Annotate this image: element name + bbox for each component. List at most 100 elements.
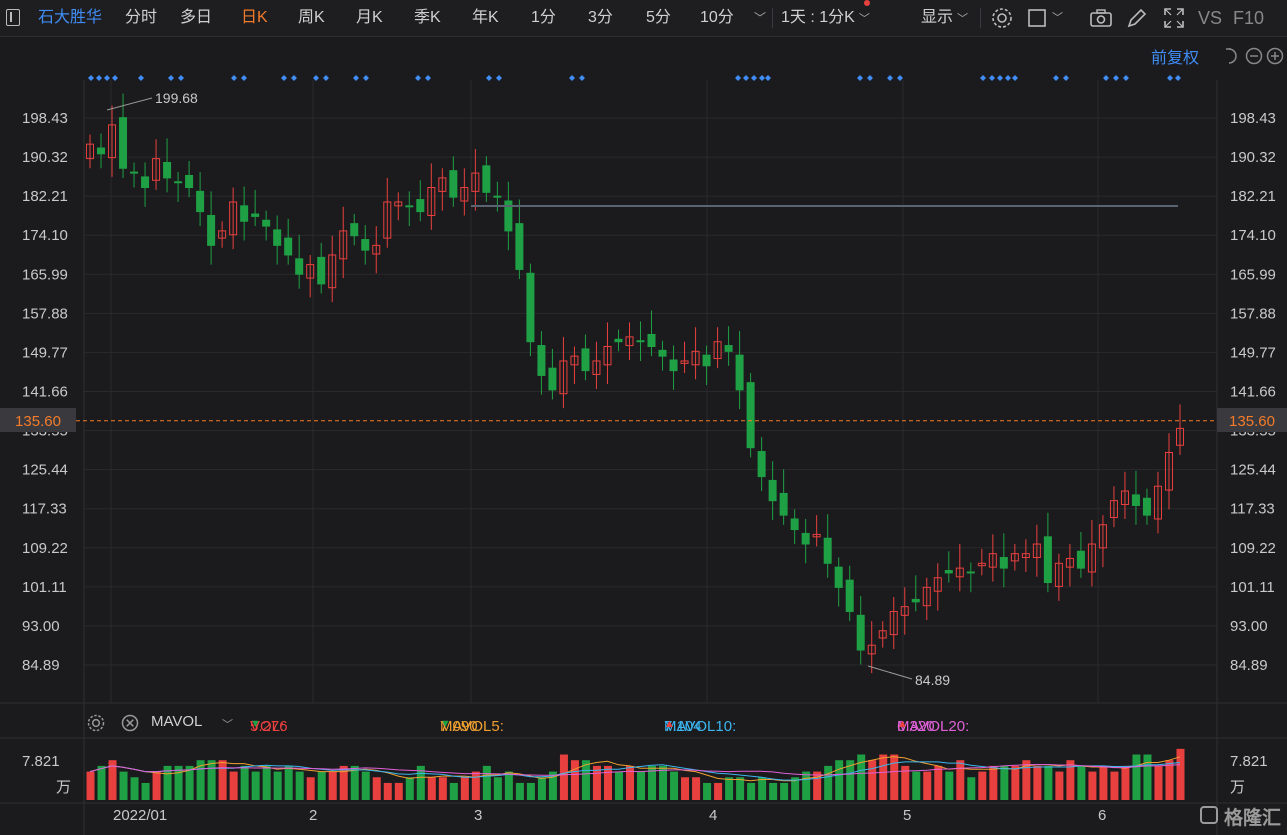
volume-bar — [482, 765, 491, 800]
volume-bar — [978, 771, 987, 800]
stock-name[interactable]: 石大胜华 — [38, 9, 103, 26]
tab-5min[interactable]: 5分 — [646, 9, 671, 26]
volume-bar — [780, 782, 789, 800]
candle-body — [779, 492, 788, 516]
close-icon[interactable] — [120, 713, 140, 733]
candle-body — [592, 360, 601, 375]
tab-yearly-k[interactable]: 年K — [472, 9, 499, 26]
current-price-right: 135.60 — [1229, 413, 1275, 430]
tab-weekly-k[interactable]: 周K — [298, 9, 325, 26]
candle-body — [328, 254, 337, 289]
candle-body — [636, 340, 645, 343]
volume-bar — [1110, 771, 1119, 800]
volume-bar — [956, 760, 965, 800]
kline-chart[interactable]: 198.43 190.32 182.21 174.10 165.99 157.88 149.… — [0, 38, 1287, 835]
price-tick-right: 101.11 — [1230, 579, 1275, 596]
square-icon[interactable] — [1026, 6, 1050, 30]
price-tick-right: 84.89 — [1230, 657, 1268, 674]
vs-button[interactable]: VS — [1198, 8, 1223, 28]
candle-body — [647, 333, 656, 348]
event-marker-diamond-icon — [415, 75, 421, 81]
more-periods-chevron-icon[interactable]: ﹀ — [754, 11, 767, 25]
volume-bar — [989, 765, 998, 800]
fullscreen-icon[interactable] — [1162, 6, 1186, 30]
tab-1min[interactable]: 1分 — [531, 9, 556, 26]
tab-10min[interactable]: 10分 — [700, 9, 734, 26]
price-tick-right: 117.33 — [1230, 501, 1275, 518]
volume-bar — [1165, 760, 1174, 800]
price-adjust-button[interactable]: 前复权 — [1151, 50, 1200, 67]
indicator-select-label[interactable]: MAVOL — [151, 713, 203, 730]
volume-bar — [394, 782, 403, 800]
camera-icon[interactable] — [1089, 6, 1113, 30]
tab-monthly-k[interactable]: 月K — [356, 9, 383, 26]
gear-icon[interactable] — [86, 713, 106, 733]
volume-bar — [703, 782, 712, 800]
event-marker-diamond-icon — [88, 75, 94, 81]
volume-bar — [1033, 765, 1042, 800]
event-marker-diamond-icon — [989, 75, 995, 81]
volume-bar — [339, 765, 348, 800]
candle-body — [537, 345, 546, 376]
chevron-down-icon[interactable]: ﹀ — [1052, 12, 1063, 24]
volume-bar — [890, 754, 899, 800]
candle-body — [372, 244, 381, 255]
event-marker-diamond-icon — [1053, 75, 1059, 81]
candle-body — [152, 158, 161, 181]
volume-bar — [515, 782, 524, 800]
event-marker-diamond-icon — [363, 75, 369, 81]
price-tick-left: 165.99 — [22, 266, 68, 283]
candle-body — [306, 264, 315, 279]
pencil-icon[interactable] — [1125, 6, 1149, 30]
zoom-out-icon[interactable] — [1245, 47, 1263, 65]
volume-bar — [97, 765, 106, 800]
candle-body — [768, 479, 777, 502]
event-marker-diamond-icon — [425, 75, 431, 81]
volume-bar — [504, 771, 513, 800]
candle-body — [922, 586, 931, 607]
volume-bar — [262, 765, 271, 800]
candle-body — [174, 181, 183, 184]
event-marker-diamond-icon — [997, 75, 1003, 81]
event-markers[interactable] — [88, 75, 1181, 81]
current-price-box-right — [1217, 408, 1287, 432]
tab-3min[interactable]: 3分 — [588, 9, 613, 26]
tab-daily-k[interactable]: 日K — [241, 9, 268, 26]
undo-icon[interactable] — [1226, 48, 1237, 64]
volume-bar — [1022, 760, 1031, 800]
candle-body — [97, 147, 106, 155]
volume-bar — [152, 771, 161, 800]
mavol20-label-text: MAVOL20: — [897, 718, 970, 735]
event-marker-diamond-icon — [751, 75, 757, 81]
price-tick-left: 182.21 — [22, 188, 68, 205]
event-marker-diamond-icon — [887, 75, 893, 81]
candle-body — [812, 533, 821, 538]
volume-bar — [218, 760, 227, 800]
up-arrow-icon: ▲ — [897, 718, 908, 730]
volume-bar — [659, 765, 668, 800]
event-marker-diamond-icon — [1113, 75, 1119, 81]
period-select-label: 1天 : 1分K — [781, 9, 855, 26]
volume-bar — [1121, 765, 1130, 800]
tab-quarterly-k[interactable]: 季K — [414, 9, 441, 26]
f10-button[interactable]: F10 — [1233, 8, 1265, 28]
zoom-in-icon[interactable] — [1266, 47, 1284, 65]
candle-body — [999, 557, 1008, 569]
volume-bar — [174, 765, 183, 800]
chevron-down-icon[interactable]: ﹀ — [222, 719, 233, 731]
volume-bar — [383, 782, 392, 800]
gear-icon[interactable] — [990, 6, 1014, 30]
event-marker-diamond-icon — [281, 75, 287, 81]
display-menu[interactable]: 显示 ﹀ — [921, 0, 968, 36]
candle-body — [845, 579, 854, 612]
candle-body — [141, 176, 150, 189]
candle-body — [1098, 524, 1107, 549]
candle-body — [493, 195, 502, 198]
tab-multiday[interactable]: 多日 — [180, 9, 213, 26]
period-select[interactable]: 1天 : 1分K ﹀ — [781, 0, 870, 36]
sidebar-toggle-icon[interactable] — [6, 9, 20, 26]
volume-bar — [1154, 765, 1163, 800]
price-tick-right: 93.00 — [1230, 618, 1268, 635]
volume-bar — [813, 771, 822, 800]
tab-intraday[interactable]: 分时 — [125, 9, 158, 26]
